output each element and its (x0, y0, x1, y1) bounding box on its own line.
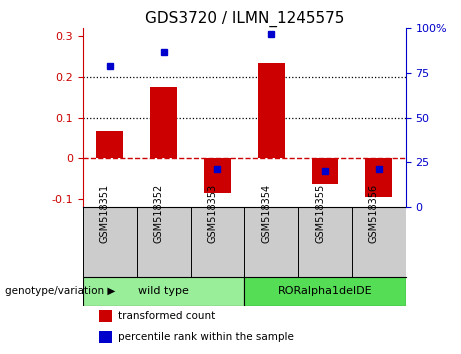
Text: GSM518352: GSM518352 (154, 184, 164, 243)
Bar (96, 131, 123, 158)
Text: GSM518354: GSM518354 (261, 184, 271, 243)
Bar (365, 158, 392, 196)
Bar (99, 310, 112, 322)
Text: percentile rank within the sample: percentile rank within the sample (118, 332, 295, 342)
Text: GSM518351: GSM518351 (100, 184, 110, 243)
Bar (258, 63, 284, 158)
Bar (83, 277, 244, 306)
Text: genotype/variation ▶: genotype/variation ▶ (5, 286, 115, 296)
Title: GDS3720 / ILMN_1245575: GDS3720 / ILMN_1245575 (145, 11, 344, 27)
Bar (204, 158, 231, 193)
Text: GSM518353: GSM518353 (207, 184, 218, 243)
Bar (312, 158, 338, 184)
Text: transformed count: transformed count (118, 311, 216, 321)
Bar (150, 87, 177, 158)
Text: RORalpha1delDE: RORalpha1delDE (278, 286, 372, 296)
Text: GSM518355: GSM518355 (315, 184, 325, 243)
Text: GSM518356: GSM518356 (369, 184, 379, 243)
Text: wild type: wild type (138, 286, 189, 296)
Bar (99, 331, 112, 343)
Bar (244, 277, 406, 306)
